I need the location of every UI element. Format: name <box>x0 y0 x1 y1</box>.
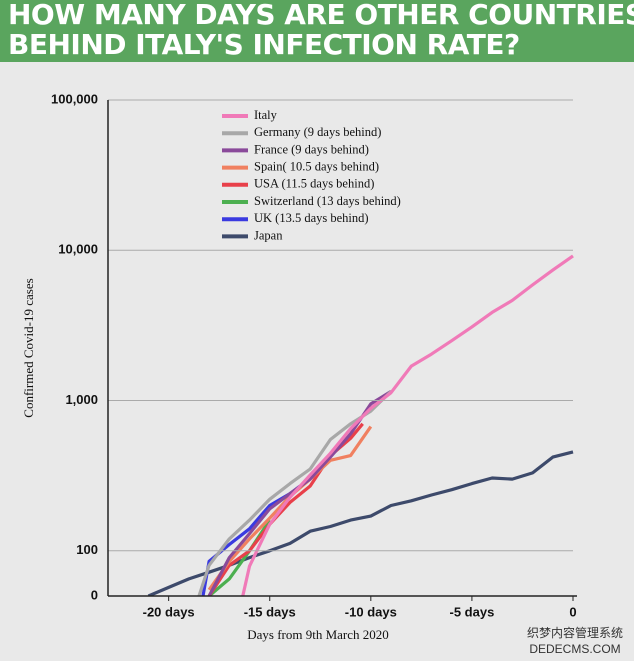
legend-label: Japan <box>254 228 283 242</box>
y-tick-label: 100,000 <box>51 91 98 106</box>
y-axis-label: Confirmed Covid-19 cases <box>21 278 36 417</box>
x-tick-label: -10 days <box>345 604 397 619</box>
chart-title: HOW MANY DAYS ARE OTHER COUNTRIES <box>8 0 634 31</box>
title-banner <box>0 0 634 62</box>
x-axis-label: Days from 9th March 2020 <box>247 627 389 642</box>
chart-title: BEHIND ITALY'S INFECTION RATE? <box>8 28 520 61</box>
legend-label: Spain( 10.5 days behind) <box>254 159 379 173</box>
x-tick-label: -5 days <box>450 604 495 619</box>
x-tick-label: -15 days <box>244 604 296 619</box>
series-line <box>147 450 574 596</box>
legend-label: Switzerland (13 days behind) <box>254 194 401 208</box>
series-line <box>241 254 574 596</box>
y-tick-label: 0 <box>91 587 98 602</box>
legend-label: USA (11.5 days behind) <box>254 177 374 191</box>
legend-label: France (9 days behind) <box>254 142 369 156</box>
legend-label: UK (13.5 days behind) <box>254 211 369 225</box>
watermark: DEDECMS.COM <box>529 642 620 656</box>
legend-label: Italy <box>254 108 278 122</box>
legend-label: Germany (9 days behind) <box>254 125 381 139</box>
watermark: 织梦内容管理系统 <box>527 625 623 640</box>
y-tick-label: 10,000 <box>58 242 98 257</box>
plot-area <box>147 254 574 596</box>
x-tick-label: -20 days <box>143 604 195 619</box>
y-tick-label: 100 <box>76 542 98 557</box>
x-tick-label: 0 <box>569 604 576 619</box>
series-line <box>207 422 364 596</box>
y-tick-label: 1,000 <box>65 392 98 407</box>
